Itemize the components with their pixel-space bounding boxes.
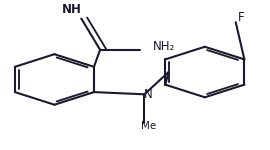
Text: NH: NH bbox=[62, 3, 82, 16]
Text: Me: Me bbox=[141, 121, 156, 130]
Text: N: N bbox=[144, 88, 153, 101]
Text: NH₂: NH₂ bbox=[153, 40, 175, 53]
Text: F: F bbox=[238, 11, 244, 24]
